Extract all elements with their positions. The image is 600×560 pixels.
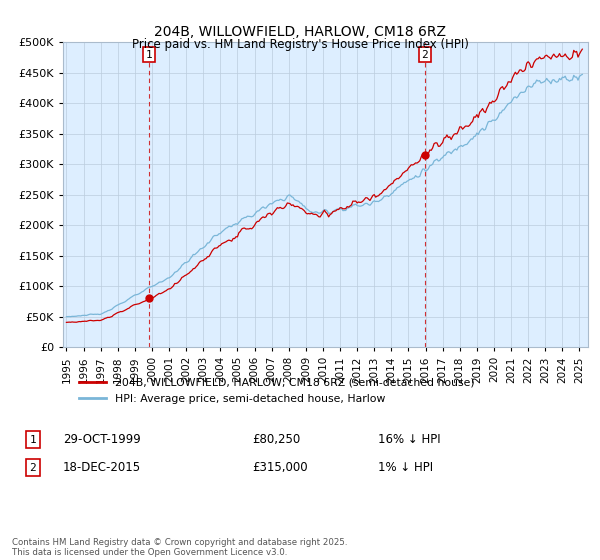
Text: 1: 1	[146, 50, 152, 59]
Text: 18-DEC-2015: 18-DEC-2015	[63, 461, 141, 474]
Legend: 204B, WILLOWFIELD, HARLOW, CM18 6RZ (semi-detached house), HPI: Average price, s: 204B, WILLOWFIELD, HARLOW, CM18 6RZ (sem…	[74, 372, 480, 409]
Text: 16% ↓ HPI: 16% ↓ HPI	[378, 433, 440, 446]
Text: 29-OCT-1999: 29-OCT-1999	[63, 433, 141, 446]
Text: £315,000: £315,000	[252, 461, 308, 474]
Text: Contains HM Land Registry data © Crown copyright and database right 2025.
This d: Contains HM Land Registry data © Crown c…	[12, 538, 347, 557]
Text: £80,250: £80,250	[252, 433, 300, 446]
Text: Price paid vs. HM Land Registry's House Price Index (HPI): Price paid vs. HM Land Registry's House …	[131, 38, 469, 51]
Text: 2: 2	[421, 50, 428, 59]
Text: 2: 2	[29, 463, 37, 473]
Text: 204B, WILLOWFIELD, HARLOW, CM18 6RZ: 204B, WILLOWFIELD, HARLOW, CM18 6RZ	[154, 25, 446, 39]
Text: 1% ↓ HPI: 1% ↓ HPI	[378, 461, 433, 474]
Text: 1: 1	[29, 435, 37, 445]
